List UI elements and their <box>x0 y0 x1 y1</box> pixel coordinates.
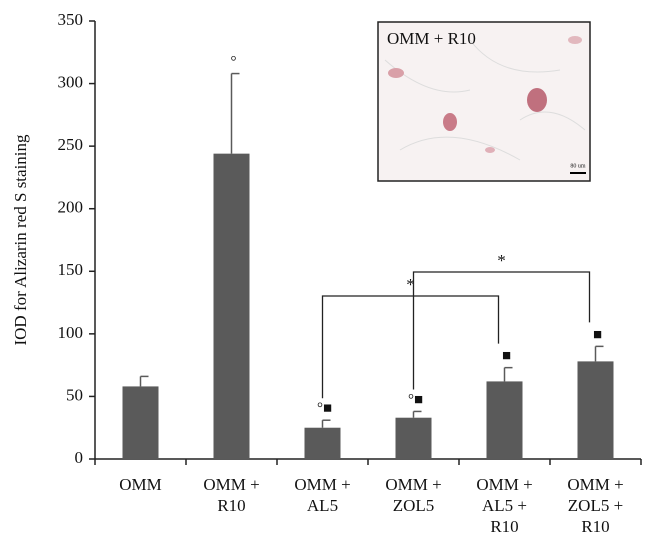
inset-texture <box>384 39 586 161</box>
inset-stain <box>388 68 404 78</box>
bar <box>577 361 614 459</box>
significance-bracket <box>321 295 500 399</box>
y-tick-label: 50 <box>66 385 83 404</box>
inset-stain <box>568 36 582 44</box>
y-tick-label: 150 <box>58 260 84 279</box>
inset-title: OMM + R10 <box>387 29 476 48</box>
bar <box>213 153 250 459</box>
x-tick-label: R10 <box>217 496 245 515</box>
bar <box>304 427 341 459</box>
y-tick-label: 250 <box>58 135 84 154</box>
x-tick-label: OMM + <box>567 475 623 494</box>
y-tick-label: 0 <box>75 448 84 467</box>
significance-marker: ° <box>231 54 237 70</box>
inset-stain <box>443 113 457 131</box>
inset-stain <box>527 88 547 112</box>
significance-label: * <box>406 275 415 294</box>
x-tick-label: OMM + <box>203 475 259 494</box>
inset-scale-label: 80 um <box>570 163 586 169</box>
bar <box>395 417 432 459</box>
x-tick-label: OMM + <box>385 475 441 494</box>
significance-bracket <box>412 271 591 390</box>
y-tick-label: 200 <box>58 198 84 217</box>
significance-label: * <box>497 251 506 270</box>
significance-marker: ■ <box>593 327 602 343</box>
y-axis-label: IOD for Alizarin red S staining <box>11 134 30 346</box>
x-tick-label: OMM + <box>476 475 532 494</box>
inset-frame <box>377 21 591 182</box>
x-tick-label: AL5 + <box>482 496 527 515</box>
y-tick-label: 300 <box>58 72 84 91</box>
inset-stain <box>485 147 495 153</box>
inset: OMM + R10 80 um <box>377 21 591 182</box>
x-tick-label: OMM + <box>294 475 350 494</box>
y-tick-label: 100 <box>58 323 84 342</box>
x-tick-label: OMM <box>119 475 162 494</box>
significance-marker: °■ <box>408 392 423 408</box>
significance-marker: ■ <box>502 348 511 364</box>
bar <box>486 381 523 459</box>
x-tick-label: AL5 <box>307 496 338 515</box>
x-tick-label: R10 <box>581 517 609 536</box>
y-tick-label: 350 <box>58 10 84 29</box>
significance-marker: °■ <box>317 401 332 417</box>
x-tick-label: ZOL5 + <box>568 496 623 515</box>
bar <box>122 386 159 459</box>
x-tick-label: R10 <box>490 517 518 536</box>
x-tick-label: ZOL5 <box>393 496 435 515</box>
